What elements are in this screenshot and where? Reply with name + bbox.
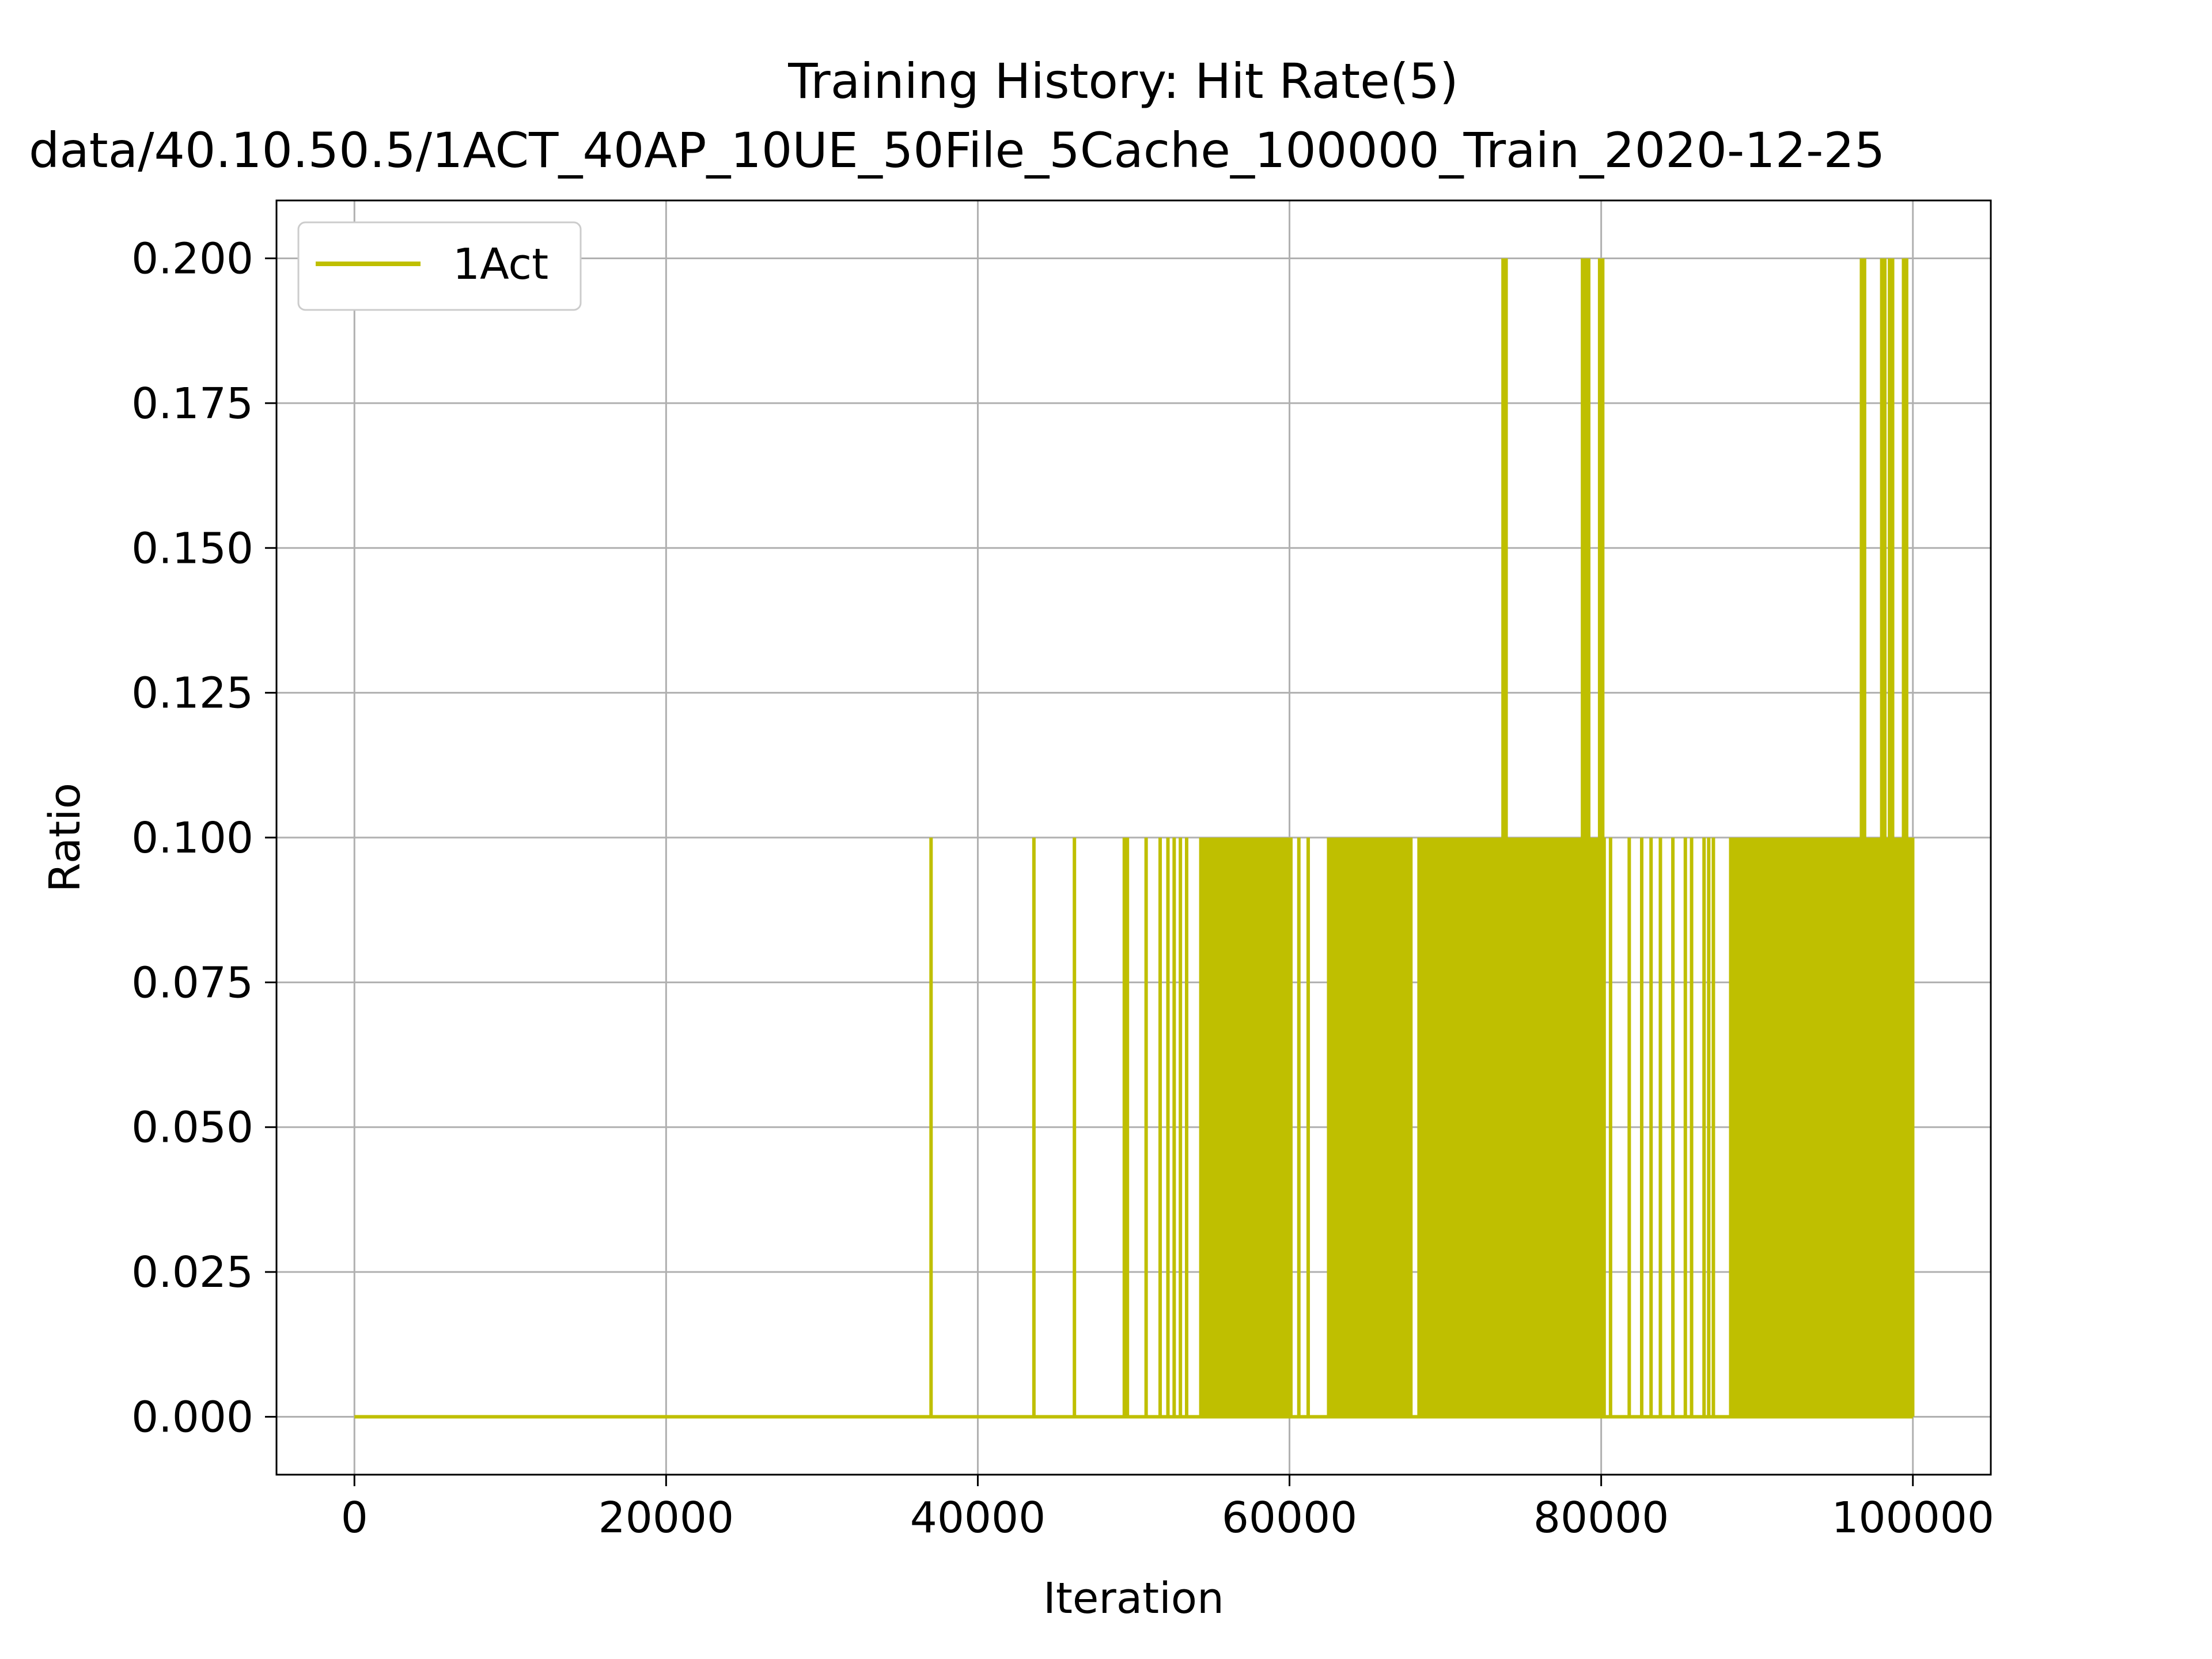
x-axis-ticks: 0 20000 40000 60000 80000 100000: [341, 1475, 1994, 1543]
series-1act: [354, 258, 1915, 1419]
legend-box: [297, 221, 582, 311]
x-tick-label: 60000: [1222, 1493, 1357, 1543]
y-tick-label: 0.025: [131, 1248, 253, 1297]
series-dense-band: [1417, 838, 1606, 1417]
y-tick-label: 0.075: [131, 958, 253, 1007]
y-axis-label: Ratio: [40, 783, 90, 892]
x-tick-label: 20000: [599, 1493, 734, 1543]
series-dense-band: [1199, 838, 1293, 1417]
x-tick-label: 100000: [1831, 1493, 1994, 1543]
chart-title: Training History: Hit Rate(5): [787, 53, 1459, 109]
y-tick-label: 0.050: [131, 1103, 253, 1153]
legend-label-1act: 1Act: [453, 240, 548, 289]
x-axis-label: Iteration: [1043, 1574, 1224, 1623]
y-tick-label: 0.175: [131, 379, 253, 429]
x-tick-label: 40000: [910, 1493, 1046, 1543]
y-tick-label: 0.100: [131, 813, 253, 863]
chart-subtitle: data/40.10.50.5/1ACT_40AP_10UE_50File_5C…: [29, 122, 1885, 179]
series-dense-band: [1327, 838, 1413, 1417]
legend: 1Act: [297, 221, 582, 311]
y-tick-label: 0.125: [131, 669, 253, 718]
x-tick-label: 80000: [1533, 1493, 1669, 1543]
plot-area: [275, 199, 1992, 1476]
y-tick-label: 0.000: [131, 1392, 253, 1442]
y-tick-label: 0.200: [131, 234, 253, 284]
y-tick-label: 0.150: [131, 524, 253, 573]
y-axis-ticks: 0.000 0.025 0.050 0.075 0.100 0.125 0.150 0.175…: [131, 234, 276, 1442]
x-tick-label: 0: [341, 1493, 368, 1543]
series-dense-band: [1729, 838, 1915, 1417]
